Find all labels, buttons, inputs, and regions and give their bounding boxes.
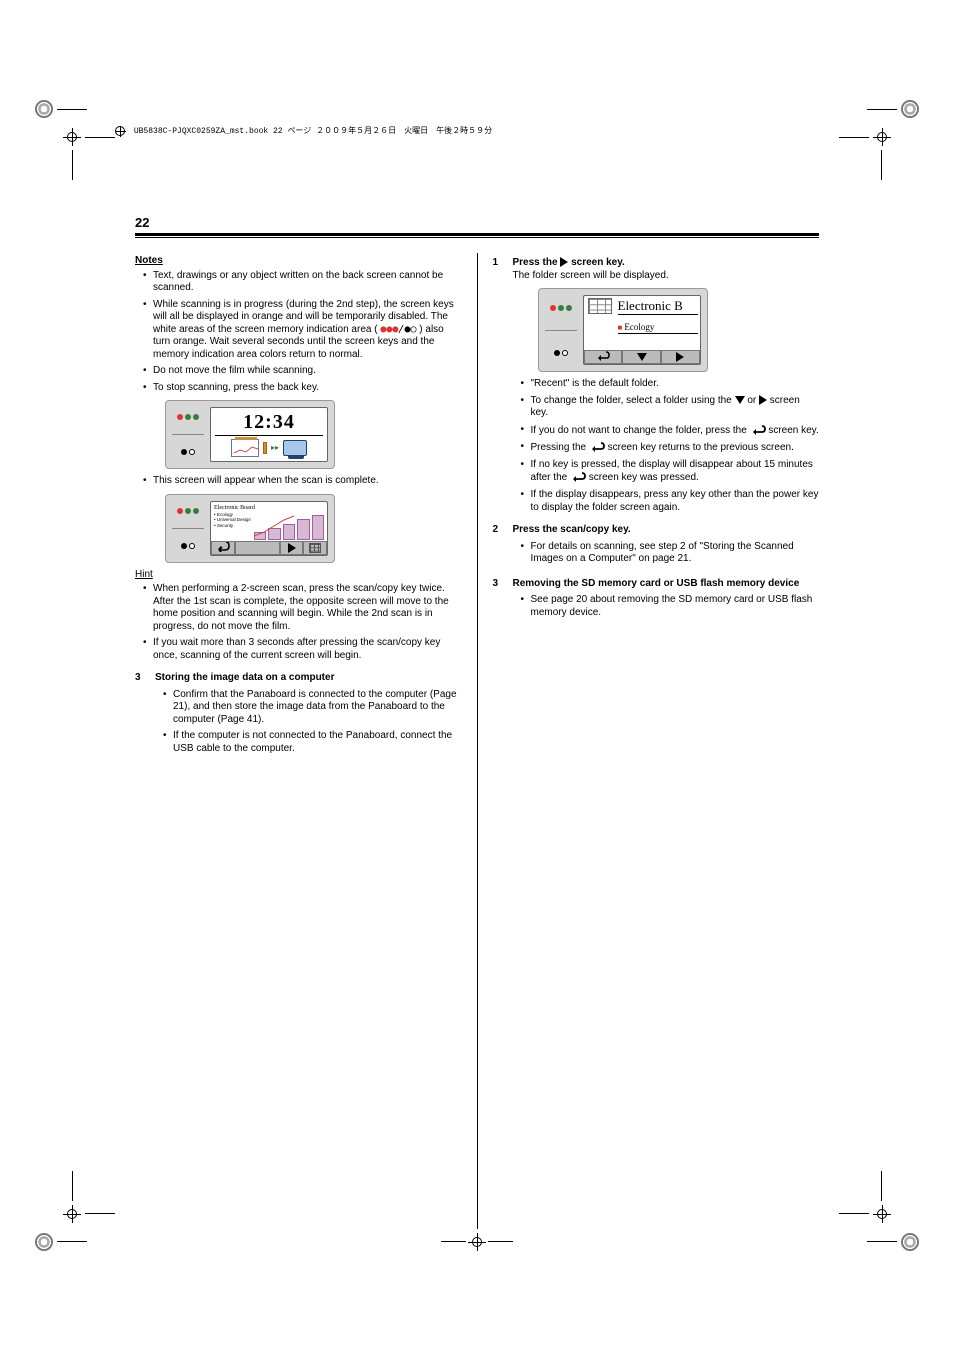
folder-row: ■ Ecology: [618, 322, 698, 334]
right-column: 1 Press the screen key. The folder scree…: [478, 253, 820, 1211]
step3-right-notes: See page 20 about removing the SD memory…: [493, 594, 820, 619]
note-item: To stop scanning, press the back key.: [143, 382, 462, 395]
note-item: To change the folder, select a folder us…: [521, 395, 820, 420]
hint-item: If you wait more than 3 seconds after pr…: [143, 637, 462, 662]
step-body-text: The folder screen will be displayed.: [513, 270, 820, 283]
right-notes: "Recent" is the default folder. To chang…: [493, 378, 820, 514]
note-item: Pressing the screen key returns to the p…: [521, 441, 820, 455]
note-item: If no key is pressed, the display will d…: [521, 459, 820, 485]
note-item: "Recent" is the default folder.: [521, 378, 820, 391]
notes-list-2: This screen will appear when the scan is…: [135, 475, 462, 488]
lcd-time: 12:34: [211, 408, 327, 435]
notes-heading: Notes: [135, 255, 462, 268]
thumbnail-grid-icon: [588, 298, 612, 314]
notes-list-1: Text, drawings or any object written on …: [135, 270, 462, 395]
step-title: Press the scan/copy key.: [513, 524, 820, 537]
crop-mark-top-right: [859, 100, 919, 160]
hint-item: When performing a 2-screen scan, press t…: [143, 583, 462, 633]
two-column-layout: Notes Text, drawings or any object writt…: [135, 253, 819, 1211]
page: UB5838C-PJQXC0259ZA_mst.book 22 ページ ２００９…: [0, 0, 954, 1351]
step-3-left: 3 Storing the image data on a computer: [135, 672, 462, 685]
step-number: 1: [493, 257, 513, 282]
step-number: 3: [135, 672, 155, 685]
step-title: Removing the SD memory card or USB flash…: [513, 578, 820, 591]
lcd2-title: Electronic Board: [214, 505, 324, 513]
transfer-arrow-icon: ▸▸: [271, 443, 279, 453]
book-header-line: UB5838C-PJQXC0259ZA_mst.book 22 ページ ２００９…: [115, 125, 492, 136]
lcd-return-button: [211, 541, 235, 555]
lcd-down-button: [622, 350, 661, 364]
step-number: 2: [493, 524, 513, 537]
lcd-panel-scan-progress: 12:34 ▸▸: [165, 400, 335, 469]
return-icon: [589, 441, 605, 454]
note-item: If you do not want to change the folder,…: [521, 424, 820, 438]
whiteboard-icon: [231, 439, 259, 457]
computer-icon: [283, 440, 307, 456]
note-item: Confirm that the Panaboard is connected …: [163, 689, 462, 727]
lcd-panel-scan-complete: Electronic Board • Ecology • Universal D…: [165, 494, 335, 563]
crop-mark-bottom-right: [859, 1191, 919, 1251]
return-icon: [750, 424, 766, 437]
note-item: Do not move the film while scanning.: [143, 365, 462, 378]
note-item: If the display disappears, press any key…: [521, 489, 820, 514]
note-item: If the computer is not connected to the …: [163, 730, 462, 755]
left-column: Notes Text, drawings or any object writt…: [135, 253, 477, 1211]
step-2-right: 2 Press the scan/copy key.: [493, 524, 820, 537]
down-arrow-icon: [735, 396, 745, 404]
memory-indicator-icon: ●●●/●○: [380, 324, 416, 337]
step-1-right: 1 Press the screen key. The folder scree…: [493, 257, 820, 282]
header-text: UB5838C-PJQXC0259ZA_mst.book 22 ページ ２００９…: [134, 127, 492, 136]
step-title: Storing the image data on a computer: [155, 672, 462, 685]
lcd2-items: • Ecology • Universal Design • Security: [214, 512, 251, 540]
note-item: This screen will appear when the scan is…: [143, 475, 462, 488]
note-item: While scanning is in progress (during th…: [143, 299, 462, 362]
step-number: 3: [493, 578, 513, 591]
step-title: Press the screen key.: [513, 257, 820, 270]
crop-mark-top-left: [35, 100, 95, 160]
lcd-panel-folder: Electronic B ■ Ecology: [538, 288, 708, 372]
note-item: See page 20 about removing the SD memory…: [521, 594, 820, 619]
step-3-right: 3 Removing the SD memory card or USB fla…: [493, 578, 820, 591]
content-area: 22 Notes Text, drawings or any object wr…: [135, 225, 819, 1211]
play-icon: [560, 257, 568, 267]
return-icon: [570, 471, 586, 484]
hint-heading: Hint: [135, 569, 462, 582]
lcd-play-button: [661, 350, 700, 364]
note-item: For details on scanning, see step 2 of "…: [521, 541, 820, 566]
folder-title: Electronic B: [618, 298, 698, 315]
top-rule: [135, 233, 819, 238]
note-item: Text, drawings or any object written on …: [143, 270, 462, 295]
play-icon: [759, 395, 767, 405]
lcd-play-button: [280, 541, 304, 555]
lcd-grid-button: [303, 541, 327, 555]
hint-list: When performing a 2-screen scan, press t…: [135, 583, 462, 662]
step3-left-notes: Confirm that the Panaboard is connected …: [135, 689, 462, 756]
crop-mark-bottom-left: [35, 1191, 95, 1251]
page-number: 22: [135, 215, 149, 230]
check-icon: ■: [618, 323, 623, 333]
step2-right-notes: For details on scanning, see step 2 of "…: [493, 541, 820, 566]
lcd-return-button: [584, 350, 623, 364]
